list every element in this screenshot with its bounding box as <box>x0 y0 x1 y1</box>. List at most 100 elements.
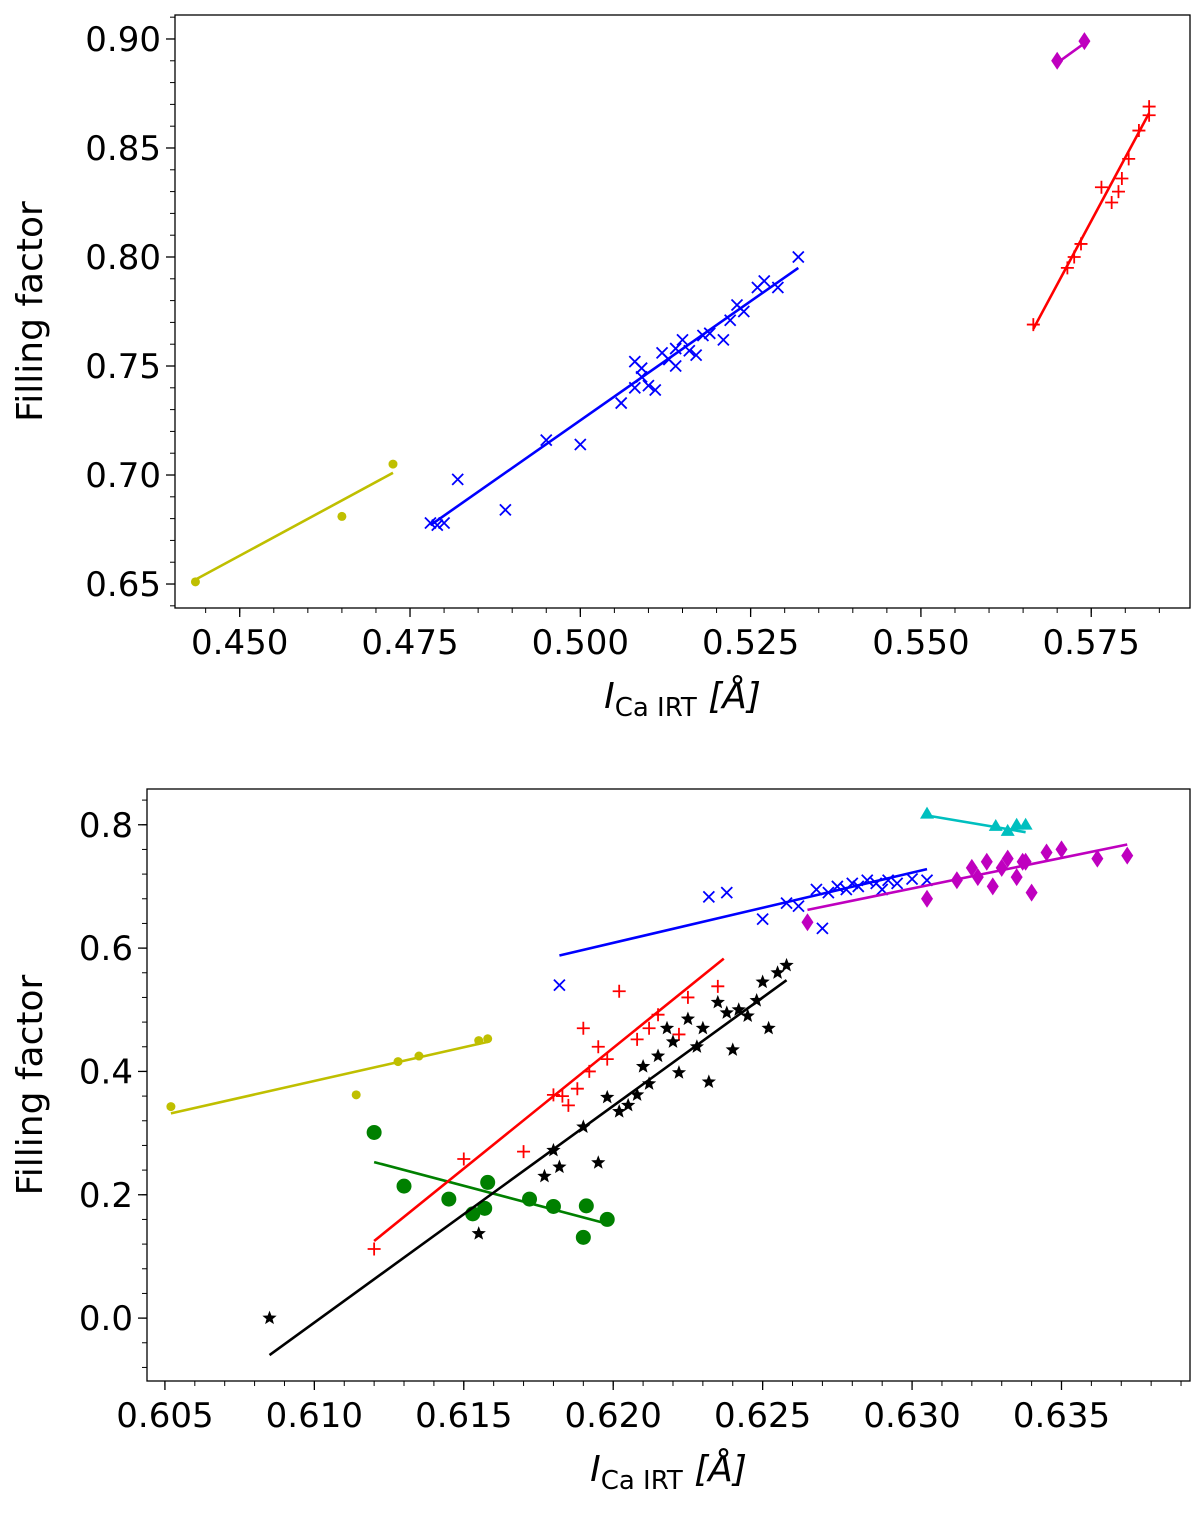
data-point-blue-x <box>737 305 750 318</box>
fit-line-yellow-dot <box>170 1040 488 1115</box>
data-point-yellow-dot <box>166 1102 176 1112</box>
data-point-blue-x <box>676 333 689 346</box>
series-red-plus <box>1026 100 1156 332</box>
data-point-magenta-diamond <box>1010 868 1023 887</box>
data-point-blue-x <box>540 433 553 447</box>
data-point-red-plus <box>642 1021 656 1035</box>
data-point-black-star <box>650 1048 666 1063</box>
data-point-magenta-diamond <box>1091 849 1104 868</box>
data-point-blue-x <box>792 900 805 913</box>
series-red-plus <box>367 957 725 1256</box>
series-cyan-triangle <box>920 806 1033 836</box>
data-point-blue-x <box>424 516 437 530</box>
data-point-blue-x <box>780 896 793 910</box>
data-point-blue-x <box>822 886 835 899</box>
data-point-black-star <box>725 1042 740 1056</box>
data-point-red-plus <box>600 1052 614 1066</box>
data-point-magenta-diamond <box>1055 840 1068 859</box>
data-point-red-plus <box>1026 318 1040 332</box>
data-point-red-plus <box>612 984 626 998</box>
data-point-black-star <box>689 1039 705 1053</box>
y-tick-label: 0.85 <box>85 129 161 169</box>
x-tick-label: 0.625 <box>714 1396 811 1436</box>
data-point-blue-x <box>696 329 710 342</box>
data-point-blue-x <box>905 872 919 886</box>
plot-frame <box>146 788 1191 1382</box>
data-point-black-star <box>629 1087 645 1101</box>
data-point-blue-x <box>852 880 865 893</box>
data-point-blue-x <box>649 383 662 397</box>
data-point-cyan-triangle <box>1000 823 1015 836</box>
y-tick-label: 0.0 <box>79 1299 133 1339</box>
data-point-black-star <box>731 1002 746 1016</box>
data-point-red-plus <box>1060 261 1074 275</box>
data-point-blue-x <box>635 370 648 384</box>
data-point-black-star <box>537 1168 552 1183</box>
data-point-black-star <box>710 994 725 1009</box>
data-point-blue-x <box>628 381 641 394</box>
fit-line-red-plus <box>1032 112 1151 330</box>
data-point-red-plus <box>1115 172 1129 186</box>
top-scatter-panel: 0.450 0.475 0.500 0.525 0.550 0.575 0.65 0.70 0.… <box>10 14 1191 723</box>
data-point-black-star <box>641 1076 657 1090</box>
data-point-black-star <box>262 1310 277 1325</box>
data-point-black-star <box>755 974 770 989</box>
data-point-magenta-diamond <box>971 868 984 887</box>
data-point-magenta-diamond <box>1121 846 1134 865</box>
data-point-black-star <box>665 1034 681 1048</box>
data-point-yellow-dot <box>414 1051 424 1061</box>
data-point-black-star <box>552 1159 567 1174</box>
data-point-green-circle <box>480 1174 496 1190</box>
series-blue-x <box>424 250 805 532</box>
data-point-red-plus <box>1105 195 1119 209</box>
data-point-green-circle <box>522 1191 538 1207</box>
data-point-blue-x <box>792 250 805 264</box>
data-point-magenta-diamond <box>1019 852 1032 871</box>
data-point-magenta-diamond <box>921 889 934 908</box>
x-axis-label: ICa IRT [Å] <box>590 1447 747 1496</box>
data-point-cyan-triangle <box>1009 817 1024 830</box>
data-point-magenta-diamond <box>1025 883 1038 902</box>
data-point-blue-x <box>831 880 844 893</box>
data-point-red-plus <box>672 1027 686 1041</box>
data-point-blue-x <box>771 281 785 294</box>
y-tick-label: 0.8 <box>79 806 133 846</box>
x-tick-label: 0.610 <box>266 1396 363 1436</box>
data-point-cyan-triangle <box>920 806 935 819</box>
fit-line-black-star <box>268 979 788 1357</box>
x-tick-label: 0.620 <box>565 1396 662 1436</box>
data-point-blue-x <box>846 877 859 890</box>
data-point-yellow-dot <box>474 1036 484 1046</box>
data-point-yellow-dot <box>351 1090 361 1100</box>
data-point-blue-x <box>615 396 628 410</box>
data-point-blue-x <box>669 359 682 373</box>
y-tick-label: 0.6 <box>79 929 133 969</box>
data-point-red-plus <box>1074 237 1088 251</box>
x-tick-label: 0.605 <box>116 1396 213 1436</box>
data-point-black-star <box>471 1226 486 1240</box>
data-point-red-plus <box>1067 250 1081 264</box>
data-point-black-star <box>635 1059 651 1073</box>
data-point-magenta-diamond <box>1040 843 1053 862</box>
data-point-blue-x <box>756 912 769 926</box>
data-point-blue-x <box>702 890 715 904</box>
data-point-red-plus <box>1122 152 1136 166</box>
data-point-green-circle <box>366 1124 382 1140</box>
x-tick-label: 0.615 <box>415 1396 512 1436</box>
y-tick-label: 0.75 <box>85 347 161 387</box>
data-point-green-circle <box>545 1198 561 1214</box>
y-axis-label: Filling factor <box>10 201 51 422</box>
y-tick-label: 0.2 <box>79 1176 133 1216</box>
data-point-black-star <box>591 1155 606 1169</box>
data-point-black-star <box>621 1097 636 1112</box>
data-point-red-plus <box>555 1089 569 1103</box>
data-point-black-star <box>612 1104 627 1118</box>
fit-line-blue-x <box>559 867 928 957</box>
data-point-red-plus <box>681 990 695 1004</box>
data-point-red-plus <box>561 1098 575 1112</box>
data-point-red-plus <box>582 1064 596 1078</box>
data-point-red-plus <box>1142 100 1156 114</box>
x-tick-label: 0.525 <box>702 623 799 663</box>
data-point-blue-x <box>683 344 696 357</box>
